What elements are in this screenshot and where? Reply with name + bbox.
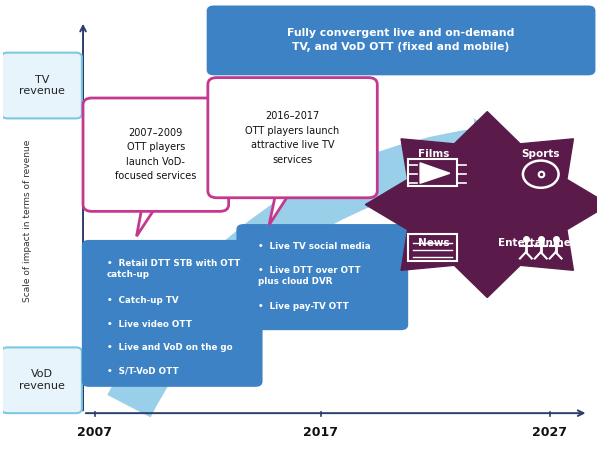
Polygon shape (137, 205, 157, 236)
Text: Sports: Sports (521, 149, 560, 159)
Text: 2016–2017
OTT players launch
attractive live TV
services: 2016–2017 OTT players launch attractive … (245, 111, 340, 164)
FancyBboxPatch shape (2, 347, 82, 413)
Text: 2027: 2027 (532, 426, 567, 439)
Text: TV
revenue: TV revenue (19, 74, 65, 96)
Text: •  Retail DTT STB with OTT
catch-up: • Retail DTT STB with OTT catch-up (107, 259, 240, 279)
Text: VoD
revenue: VoD revenue (19, 369, 65, 391)
Text: •  Live DTT over OTT
plus cloud DVR: • Live DTT over OTT plus cloud DVR (259, 266, 361, 286)
Text: •  Live TV social media: • Live TV social media (259, 242, 371, 251)
Text: 2007–2009
OTT players
launch VoD-
focused services: 2007–2009 OTT players launch VoD- focuse… (115, 128, 197, 181)
Text: •  S/T-VoD OTT: • S/T-VoD OTT (107, 367, 178, 376)
FancyBboxPatch shape (82, 240, 263, 387)
FancyBboxPatch shape (83, 98, 229, 211)
FancyBboxPatch shape (206, 6, 595, 75)
Text: Entertainment: Entertainment (498, 238, 583, 248)
Polygon shape (270, 184, 293, 190)
Polygon shape (365, 112, 600, 297)
Polygon shape (420, 163, 450, 183)
Text: News: News (418, 238, 449, 248)
Text: Fully convergent live and on-demand
TV, and VoD OTT (fixed and mobile): Fully convergent live and on-demand TV, … (287, 28, 515, 52)
FancyBboxPatch shape (208, 78, 377, 198)
Text: 2007: 2007 (77, 426, 112, 439)
Polygon shape (269, 191, 291, 225)
FancyArrowPatch shape (107, 118, 517, 417)
Text: •  Catch-up TV: • Catch-up TV (107, 296, 178, 305)
Text: •  Live pay-TV OTT: • Live pay-TV OTT (259, 302, 349, 311)
FancyBboxPatch shape (236, 224, 408, 330)
Text: •  Live video OTT: • Live video OTT (107, 320, 191, 329)
Text: Films: Films (418, 149, 449, 159)
Text: Scale of impact in terms of revenue: Scale of impact in terms of revenue (23, 139, 32, 302)
Text: •  Live and VoD on the go: • Live and VoD on the go (107, 343, 232, 353)
Polygon shape (138, 198, 159, 204)
FancyBboxPatch shape (2, 53, 82, 118)
Text: 2017: 2017 (304, 426, 338, 439)
